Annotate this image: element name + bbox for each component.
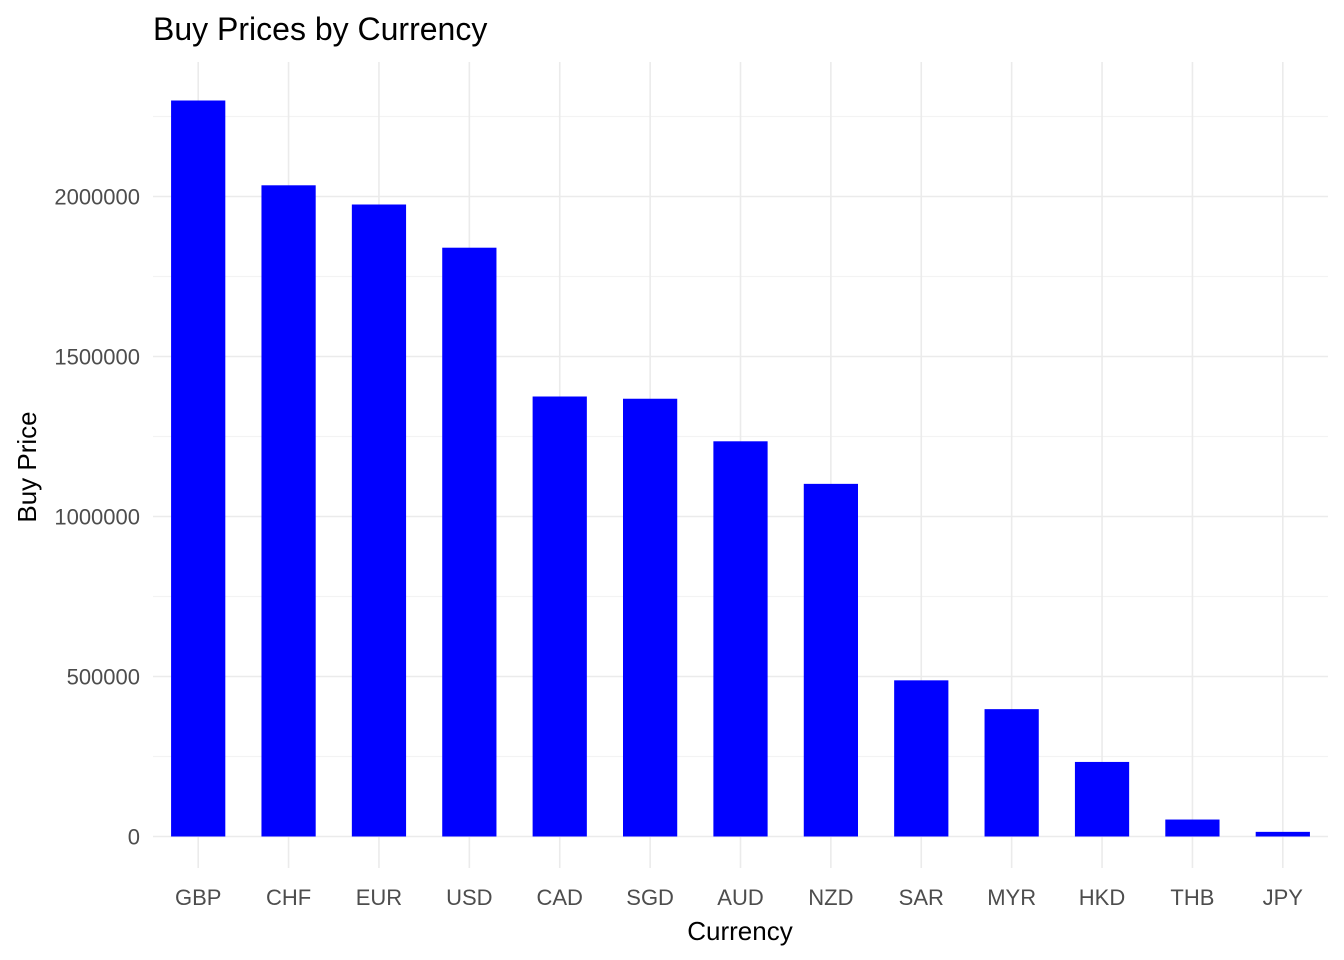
y-tick-label: 0 [128,825,140,850]
bar-gbp [171,100,226,837]
x-axis-ticks: GBP CHF EUR USD CAD SGD AUD NZD SAR MYR HKD THB JPY [175,885,1303,910]
x-tick-label-thb: THB [1170,885,1214,910]
x-axis-title: Currency [687,916,792,946]
bar-aud [713,441,768,837]
bar-hkd [1074,761,1130,837]
x-tick-label-sar: SAR [899,885,944,910]
y-axis-title: Buy Price [12,411,42,522]
bar-usd [442,247,497,837]
y-axis-ticks: 0 500000 1000000 1500000 2000000 [54,185,140,850]
bar-chf [261,185,316,837]
x-tick-label-hkd: HKD [1079,885,1125,910]
y-tick-label: 2000000 [54,185,140,210]
y-tick-label: 1000000 [54,505,140,530]
bar-nzd [803,483,858,837]
bar-jpy [1255,831,1310,837]
bars [171,100,1310,837]
x-tick-label-jpy: JPY [1263,885,1304,910]
x-tick-label-nzd: NZD [808,885,853,910]
x-tick-label-chf: CHF [266,885,311,910]
x-tick-label-usd: USD [446,885,492,910]
bar-thb [1165,819,1220,837]
chart-title: Buy Prices by Currency [153,11,487,47]
x-tick-label-eur: EUR [356,885,402,910]
x-tick-label-cad: CAD [537,885,583,910]
x-tick-label-gbp: GBP [175,885,221,910]
bar-myr [984,709,1039,837]
bar-cad [532,396,587,837]
bar-sar [894,680,949,837]
x-tick-label-aud: AUD [717,885,763,910]
bar-eur [351,204,407,837]
bar-sgd [623,398,678,837]
x-tick-label-myr: MYR [987,885,1036,910]
y-tick-label: 1500000 [54,345,140,370]
y-tick-label: 500000 [67,665,140,690]
x-tick-label-sgd: SGD [626,885,674,910]
